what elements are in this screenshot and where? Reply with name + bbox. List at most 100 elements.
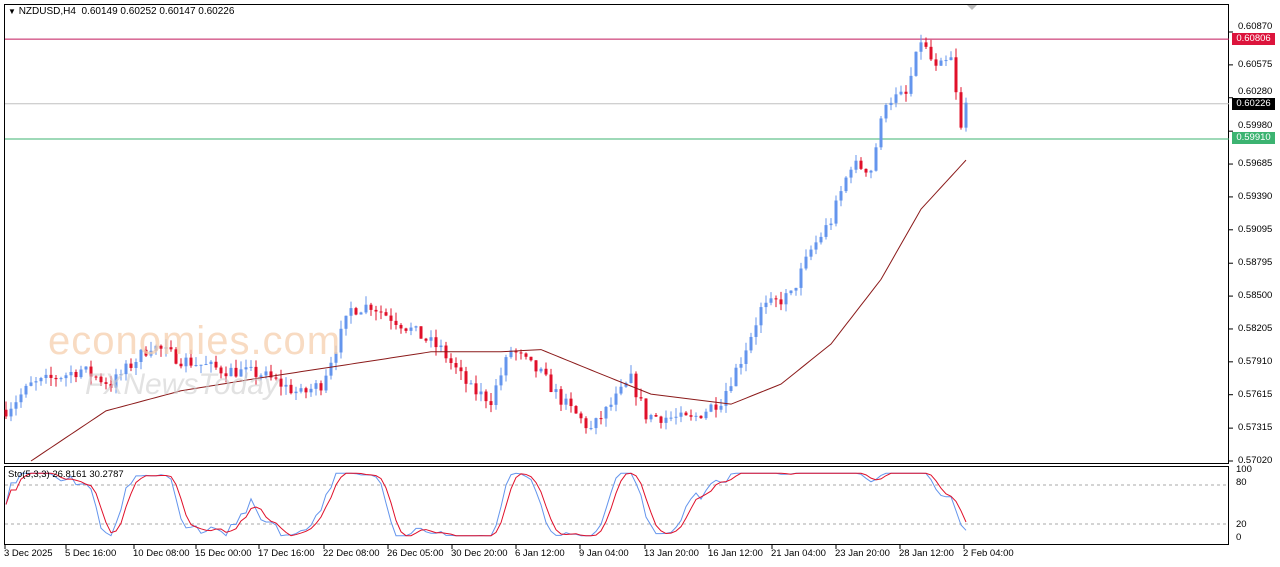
main-pane-frame — [4, 4, 1229, 464]
candle-body — [859, 160, 863, 169]
stoch-level-100: 100 — [1236, 464, 1252, 475]
candle-body — [454, 363, 458, 368]
candle-body — [704, 411, 708, 419]
candle-body — [54, 377, 58, 380]
candle-body — [809, 249, 813, 257]
y-tick-label: 0.58205 — [1238, 322, 1273, 334]
y-tick-label: 0.57020 — [1238, 455, 1273, 466]
candle-body — [939, 60, 943, 66]
x-tick-label: 21 Jan 04:00 — [771, 548, 826, 559]
candle-body — [899, 91, 903, 95]
candle-body — [154, 345, 158, 351]
candle-body — [159, 345, 163, 349]
candle-body — [124, 363, 128, 375]
candle-body — [149, 350, 153, 356]
symbol-label: NZDUSD,H4 — [18, 6, 76, 17]
candle-body — [254, 366, 258, 377]
candle-body — [844, 177, 848, 192]
candle-body — [619, 386, 623, 394]
resistance-price-tag: 0.60806 — [1232, 33, 1275, 45]
candle-body — [524, 353, 528, 357]
candle-body — [474, 383, 478, 395]
candle-body — [554, 389, 558, 393]
current-price-tag: 0.60226 — [1232, 98, 1275, 110]
candle-body — [584, 418, 588, 429]
candle-body — [604, 406, 608, 419]
candle-body — [384, 312, 388, 316]
candle-body — [239, 369, 243, 377]
candle-body — [449, 358, 453, 364]
candle-body — [929, 46, 933, 60]
candle-body — [344, 315, 348, 329]
candle-body — [484, 391, 488, 402]
candle-body — [129, 363, 133, 368]
candle-body — [874, 147, 878, 171]
candle-body — [429, 337, 433, 341]
candle-body — [9, 408, 13, 417]
candle-body — [439, 345, 443, 348]
x-tick-label: 26 Dec 05:00 — [387, 548, 444, 559]
candle-body — [864, 168, 868, 173]
candle-body — [189, 357, 193, 366]
candle-body — [289, 384, 293, 394]
candle-body — [499, 375, 503, 386]
candle-body — [744, 350, 748, 364]
candle-body — [764, 302, 768, 308]
candle-body — [294, 391, 298, 394]
candle-body — [629, 373, 633, 383]
candle-body — [14, 402, 18, 409]
candle-body — [614, 393, 618, 405]
candle-body — [684, 412, 688, 416]
y-tick-label: 0.60280 — [1238, 86, 1273, 97]
candle-body — [549, 374, 553, 393]
y-tick-label: 0.59390 — [1238, 190, 1273, 202]
candle-body — [674, 416, 678, 418]
x-tick-label: 10 Dec 08:00 — [133, 548, 190, 559]
candle-body — [274, 377, 278, 379]
candle-body — [699, 415, 703, 419]
candle-body — [774, 298, 778, 300]
candle-body — [339, 328, 343, 353]
candle-body — [819, 236, 823, 243]
candle-body — [309, 388, 313, 393]
candle-body — [379, 311, 383, 313]
candle-body — [739, 363, 743, 368]
candle-body — [34, 381, 38, 383]
candle-body — [464, 371, 468, 384]
candle-body — [204, 364, 208, 366]
candle-body — [769, 298, 773, 303]
candle-body — [749, 336, 753, 351]
candle-body — [29, 382, 33, 386]
candle-body — [79, 369, 83, 378]
dropdown-triangle-icon[interactable]: ▼ — [8, 7, 16, 16]
candle-body — [489, 401, 493, 406]
candle-body — [199, 364, 203, 366]
chart-header: ▼ NZDUSD,H4 0.60149 0.60252 0.60147 0.60… — [8, 6, 234, 17]
candle-body — [349, 308, 353, 316]
candle-body — [434, 337, 438, 348]
x-tick-label: 9 Jan 04:00 — [579, 548, 629, 559]
x-tick-label: 22 Dec 08:00 — [323, 548, 380, 559]
candle-body — [579, 413, 583, 419]
candle-body — [954, 57, 958, 93]
watermark-economies: economies.com — [48, 319, 342, 363]
candle-body — [249, 366, 253, 368]
y-tick-label: 0.57615 — [1238, 388, 1273, 400]
candle-body — [789, 290, 793, 294]
candle-body — [209, 361, 213, 365]
candle-body — [59, 378, 63, 380]
x-tick-label: 28 Jan 12:00 — [899, 548, 954, 559]
candle-body — [534, 360, 538, 372]
y-tick-label: 0.60575 — [1238, 58, 1273, 70]
candle-body — [669, 417, 673, 419]
x-tick-label: 16 Jan 12:00 — [708, 548, 763, 559]
candle-body — [479, 391, 483, 395]
y-tick-label: 0.57315 — [1238, 422, 1273, 434]
candle-body — [19, 394, 23, 403]
candle-body — [784, 293, 788, 305]
candle-body — [494, 385, 498, 406]
candle-body — [144, 349, 148, 356]
candle-body — [84, 366, 88, 370]
candle-body — [944, 60, 948, 62]
